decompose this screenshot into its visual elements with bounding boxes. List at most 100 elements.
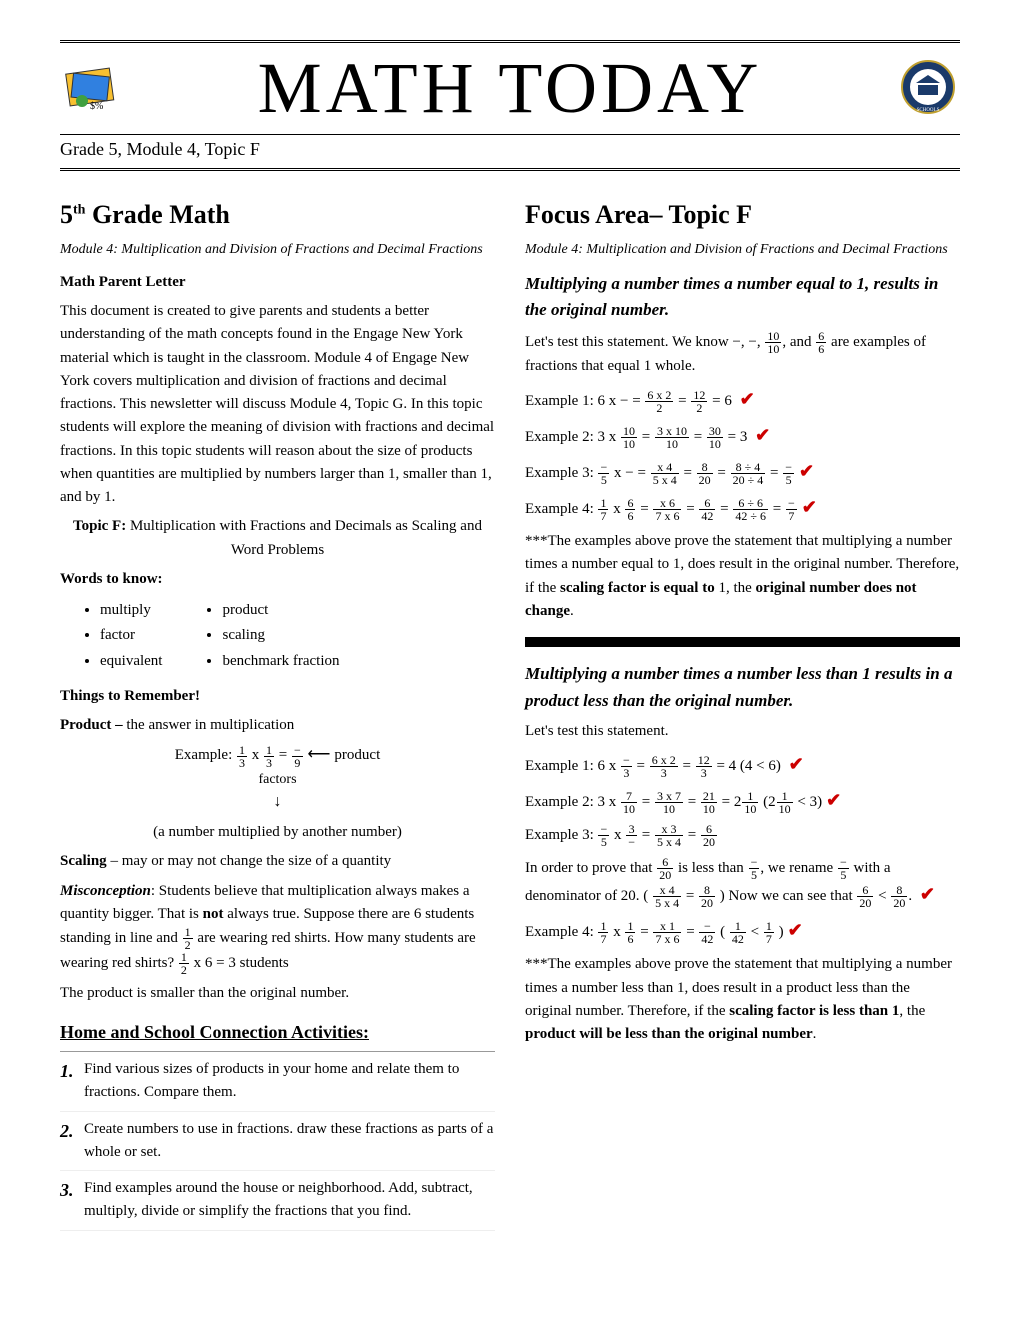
text: = xyxy=(690,429,706,445)
text: x xyxy=(610,827,625,843)
fraction: 6 x 23 xyxy=(650,754,678,779)
fraction: 820 xyxy=(697,461,713,486)
text: . xyxy=(813,1026,817,1042)
rule1-heading: Multiplying a number times a number equa… xyxy=(525,271,960,324)
module-subtitle-right: Module 4: Multiplication and Division of… xyxy=(525,239,960,261)
text: product will be less than the original n… xyxy=(525,1026,813,1042)
grade-heading: 5th Grade Math xyxy=(60,195,495,235)
fraction: 66 xyxy=(625,497,635,522)
text: ) xyxy=(775,924,784,940)
fraction: 820 xyxy=(699,884,715,909)
right-column: Focus Area– Topic F Module 4: Multiplica… xyxy=(525,195,960,1231)
fraction: 8 ÷ 420 ÷ 4 xyxy=(731,461,766,486)
masthead-title: MATH TODAY xyxy=(120,47,900,130)
text: Example 2: 3 x xyxy=(525,429,620,445)
text: Example 4: xyxy=(525,501,597,517)
fraction: 13 xyxy=(264,744,274,769)
fraction: 13 xyxy=(237,744,247,769)
divider-bar xyxy=(525,637,960,647)
fraction: 17 xyxy=(598,497,608,522)
fraction: 620 xyxy=(701,823,717,848)
factors-note: (a number multiplied by another number) xyxy=(60,821,495,844)
text: = xyxy=(682,924,698,940)
words-col1: multiply factor equivalent xyxy=(80,597,202,675)
school-seal-icon: SCHOOLS xyxy=(900,59,960,119)
activity-item: 3. Find examples around the house or nei… xyxy=(60,1171,495,1231)
text: Example 1: 6 x xyxy=(525,758,620,774)
text: = 6 xyxy=(708,393,735,409)
misconception-bold: Misconception xyxy=(60,883,151,899)
fraction: 122 xyxy=(691,389,707,414)
fraction: 110 xyxy=(742,790,758,815)
fraction: −7 xyxy=(786,497,797,522)
text: = 3 xyxy=(724,429,751,445)
fraction: 12 xyxy=(183,926,193,951)
fraction: x 45 x 4 xyxy=(651,461,679,486)
r2-example-1: Example 1: 6 x −3 = 6 x 23 = 123 = 4 (4 … xyxy=(525,751,960,779)
text: = xyxy=(674,393,690,409)
activity-text: Find examples around the house or neighb… xyxy=(84,1177,495,1224)
text: x − = xyxy=(610,465,649,481)
heading-sup: th xyxy=(73,202,85,217)
text: = xyxy=(679,758,695,774)
scaling-definition: Scaling – may or may not change the size… xyxy=(60,850,495,873)
check-icon: ✔ xyxy=(740,389,755,409)
product-def-bold: Product – xyxy=(60,717,126,733)
word-item: multiply xyxy=(100,599,162,622)
text: is less than xyxy=(674,860,747,876)
fraction: 620 xyxy=(657,856,673,881)
r2-example-2: Example 2: 3 x 710 = 3 x 710 = 2110 = 21… xyxy=(525,787,960,815)
misconception-paragraph: Misconception: Students believe that mul… xyxy=(60,880,495,977)
activity-text: Create numbers to use in fractions. draw… xyxy=(84,1118,495,1165)
word-item: factor xyxy=(100,624,162,647)
product-diagram: Example: 13 x 13 = −9 ⟵ product factors … xyxy=(60,743,495,815)
fraction: 2110 xyxy=(701,790,717,815)
r2-example-3: Example 3: −5 x 3− = x 35 x 4 = 620 xyxy=(525,823,960,848)
fraction: 110 xyxy=(777,790,793,815)
not-word: not xyxy=(203,906,224,922)
text: x xyxy=(609,501,624,517)
text: = xyxy=(638,794,654,810)
word-item: product xyxy=(222,599,339,622)
fraction: −5 xyxy=(749,856,760,881)
fraction: 6 ÷ 642 ÷ 6 xyxy=(733,497,768,522)
text: In order to prove that xyxy=(525,860,656,876)
heading-pre: 5 xyxy=(60,200,73,229)
text: Example 3: xyxy=(525,465,597,481)
text: 1, the xyxy=(715,580,756,596)
text: = xyxy=(684,827,700,843)
check-icon: ✔ xyxy=(826,790,841,810)
remember-label: Things to Remember! xyxy=(60,685,495,708)
text: x xyxy=(609,924,624,940)
text: ( xyxy=(716,924,729,940)
fraction: −5 xyxy=(783,461,794,486)
fraction: −5 xyxy=(598,823,609,848)
svg-text:SCHOOLS: SCHOOLS xyxy=(917,108,940,113)
example-1: Example 1: 6 x − = 6 x 22 = 122 = 6 ✔ xyxy=(525,386,960,414)
fraction: x 17 x 6 xyxy=(653,920,681,945)
activity-number: 3. xyxy=(60,1177,84,1224)
arrow-left-icon: ⟵ xyxy=(307,746,334,763)
fraction: 620 xyxy=(857,884,873,909)
fraction: 142 xyxy=(730,920,746,945)
activity-item: 1. Find various sizes of products in you… xyxy=(60,1052,495,1112)
check-icon: ✔ xyxy=(799,461,814,481)
fraction: 3 x 710 xyxy=(655,790,683,815)
text: = xyxy=(682,501,698,517)
text: scaling factor is equal to xyxy=(560,580,715,596)
fraction: 17 xyxy=(598,920,608,945)
fraction: 642 xyxy=(699,497,715,522)
fraction: −5 xyxy=(838,856,849,881)
fraction: −9 xyxy=(292,744,303,769)
fraction: x 45 x 4 xyxy=(653,884,681,909)
example-label: Example: xyxy=(175,747,236,763)
r2-prove: In order to prove that 620 is less than … xyxy=(525,856,960,909)
text: = xyxy=(680,465,696,481)
scaling-bold: Scaling xyxy=(60,853,107,869)
fraction: 123 xyxy=(696,754,712,779)
scaling-rest: – may or may not change the size of a qu… xyxy=(107,853,392,869)
fraction: x 35 x 4 xyxy=(655,823,683,848)
fraction: 12 xyxy=(179,951,189,976)
text: = xyxy=(718,794,734,810)
activity-text: Find various sizes of products in your h… xyxy=(84,1058,495,1105)
